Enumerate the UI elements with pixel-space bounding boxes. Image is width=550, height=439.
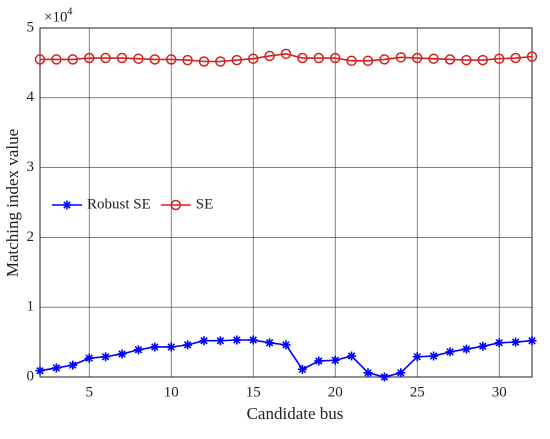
data-point <box>314 356 324 366</box>
data-point <box>395 52 407 63</box>
data-point <box>232 335 242 345</box>
legend-label: SE <box>196 196 214 212</box>
data-point <box>51 54 62 65</box>
data-point <box>247 53 259 64</box>
data-point <box>329 52 341 64</box>
y-tick-label: 0 <box>27 368 35 384</box>
data-point <box>264 50 275 62</box>
data-point <box>511 337 521 347</box>
data-point <box>83 52 95 64</box>
data-point <box>297 52 308 64</box>
plot-frame <box>39 27 533 378</box>
y-exponent-power: 4 <box>67 6 73 18</box>
x-tick-label: 10 <box>164 384 179 400</box>
x-tick-label: 25 <box>410 384 425 400</box>
data-point <box>166 342 176 352</box>
data-point <box>248 335 258 345</box>
x-tick-label: 15 <box>246 384 261 400</box>
data-point <box>215 56 226 67</box>
data-point <box>444 54 456 65</box>
data-point <box>281 340 291 350</box>
data-point <box>84 353 94 363</box>
plot-area <box>40 28 532 377</box>
data-point <box>133 345 143 355</box>
data-point <box>150 342 160 352</box>
data-point <box>68 360 78 370</box>
data-point <box>478 341 488 351</box>
data-point <box>183 340 193 350</box>
data-point <box>445 347 455 357</box>
data-point <box>510 52 521 64</box>
data-point <box>330 355 340 365</box>
y-tick-label: 5 <box>27 19 35 35</box>
data-point <box>199 336 209 346</box>
data-line <box>40 53 533 63</box>
data-point <box>362 55 374 67</box>
data-point <box>133 53 144 64</box>
data-point <box>101 352 111 362</box>
data-point <box>265 338 275 348</box>
y-tick-label: 3 <box>27 159 35 175</box>
data-point <box>429 351 439 361</box>
data-point <box>347 351 357 361</box>
y-exponent: ×10 <box>44 9 67 25</box>
data-point <box>477 54 489 66</box>
data-point <box>461 344 471 354</box>
data-point <box>379 54 390 65</box>
data-point <box>428 53 439 64</box>
data-point <box>346 55 357 67</box>
data-point <box>198 56 210 67</box>
data-point <box>494 338 504 348</box>
data-point <box>165 54 177 65</box>
data-point <box>412 352 422 362</box>
x-tick-label: 5 <box>85 384 93 400</box>
data-point <box>51 363 61 373</box>
y-tick-label: 4 <box>27 89 35 105</box>
y-tick-label: 2 <box>27 229 35 245</box>
data-point <box>100 52 111 64</box>
data-point <box>117 349 127 359</box>
data-point <box>280 48 292 60</box>
data-point <box>182 54 193 66</box>
data-point <box>35 366 45 376</box>
data-point <box>493 53 505 64</box>
data-point <box>67 54 79 65</box>
x-tick-label: 20 <box>328 384 343 400</box>
data-point <box>297 364 307 374</box>
data-point <box>526 51 538 62</box>
data-point <box>34 54 46 65</box>
legend-marker <box>62 200 72 210</box>
data-point <box>396 368 406 378</box>
y-axis-label: Matching index value <box>3 129 22 277</box>
data-point <box>527 336 537 346</box>
data-point <box>461 54 472 66</box>
data-point <box>363 368 373 378</box>
y-tick-label: 1 <box>27 299 35 315</box>
x-axis-label: Candidate bus <box>247 404 344 423</box>
x-tick-label: 30 <box>492 384 507 400</box>
legend-marker <box>170 199 182 211</box>
legend-label: Robust SE <box>87 196 151 212</box>
data-point <box>313 52 325 64</box>
data-point <box>149 54 161 65</box>
data-point <box>231 54 243 66</box>
data-point <box>116 52 128 64</box>
data-point <box>411 52 423 64</box>
data-point <box>215 336 225 346</box>
data-point <box>379 372 389 382</box>
